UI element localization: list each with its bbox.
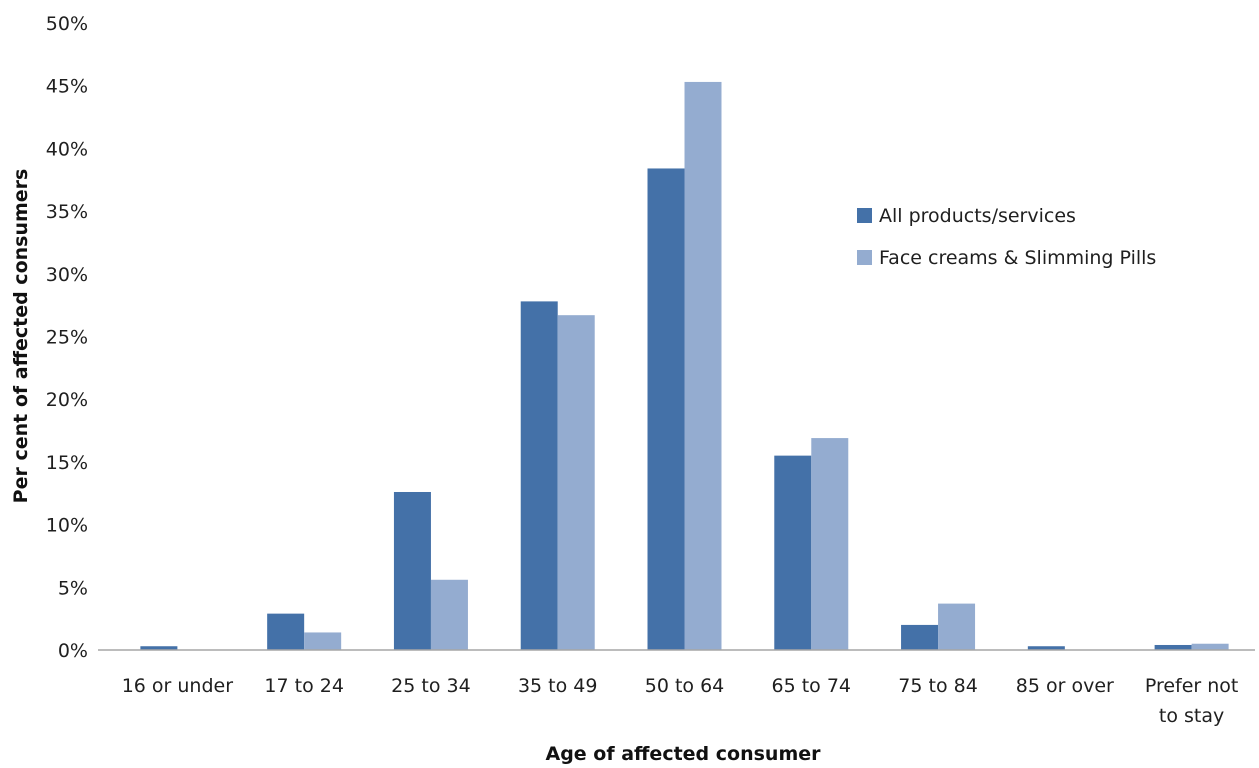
bar-face-creams-2	[430, 579, 468, 650]
y-tick-label: 15%	[46, 452, 88, 474]
bar-face-creams-3	[557, 315, 595, 650]
x-tick-label: 25 to 34	[391, 675, 471, 697]
legend-swatch	[857, 208, 872, 223]
x-axis-labels: 16 or under 17 to 24 25 to 34 35 to 49 50 to…	[122, 675, 1239, 727]
x-tick-label: 17 to 24	[264, 675, 344, 697]
y-tick-label: 35%	[46, 201, 88, 223]
x-tick-label: Prefer not	[1145, 675, 1239, 697]
bar-face-creams-6	[938, 603, 976, 650]
y-tick-label: 25%	[46, 327, 88, 349]
y-tick-label: 0%	[58, 640, 88, 662]
bar-face-creams-8	[1191, 643, 1229, 650]
x-axis-title: Age of affected consumer	[545, 743, 821, 765]
bar-all-products-8	[1154, 644, 1192, 650]
x-tick-label: 85 or over	[1016, 675, 1114, 697]
legend-label: All products/services	[879, 205, 1076, 227]
legend-label: Face creams & Slimming Pills	[879, 247, 1156, 269]
x-tick-label: 50 to 64	[645, 675, 725, 697]
bars	[140, 81, 1229, 651]
bar-all-products-7	[1027, 646, 1065, 650]
bar-all-products-0	[140, 646, 178, 650]
x-tick-label: 75 to 84	[898, 675, 978, 697]
bar-face-creams-5	[811, 438, 849, 650]
bar-all-products-6	[901, 624, 939, 650]
legend-swatch	[857, 250, 872, 265]
legend: All products/services Face creams & Slimm…	[857, 205, 1156, 269]
y-tick-label: 5%	[58, 577, 88, 599]
y-axis-ticks: 0% 5% 10% 15% 20% 25% 30% 35% 40% 45% 50%	[46, 13, 88, 662]
x-tick-label: 16 or under	[122, 675, 234, 697]
x-tick-label: 35 to 49	[518, 675, 598, 697]
bar-all-products-5	[774, 455, 812, 650]
y-tick-label: 45%	[46, 76, 88, 98]
x-tick-label: 65 to 74	[772, 675, 852, 697]
bar-all-products-4	[647, 168, 685, 651]
y-tick-label: 40%	[46, 138, 88, 160]
bar-all-products-1	[267, 613, 305, 650]
x-tick-label: to stay	[1159, 705, 1224, 727]
y-axis-title: Per cent of affected consumers	[10, 169, 32, 504]
y-tick-label: 10%	[46, 515, 88, 537]
bar-all-products-2	[393, 491, 431, 650]
y-tick-label: 30%	[46, 264, 88, 286]
y-tick-label: 20%	[46, 389, 88, 411]
y-tick-label: 50%	[46, 13, 88, 35]
bar-all-products-3	[520, 301, 558, 650]
bar-face-creams-4	[684, 81, 722, 651]
bar-face-creams-1	[304, 632, 342, 650]
